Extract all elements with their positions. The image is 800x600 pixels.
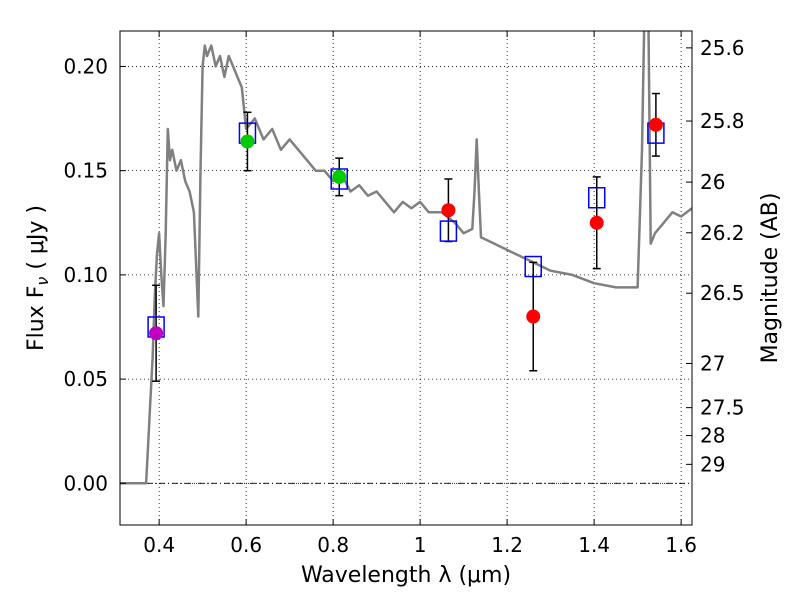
- mag-tick-label: 25.8: [700, 109, 745, 133]
- x-axis-label: Wavelength λ (μm): [301, 563, 511, 588]
- observed-point: [240, 134, 255, 149]
- x-tick-label: 1: [414, 533, 427, 557]
- mag-tick-label: 26.2: [700, 221, 745, 245]
- observed-point: [441, 203, 456, 218]
- errorbar-layer: [152, 92, 660, 382]
- y-tick-label: 0.20: [63, 54, 108, 78]
- model-band-square: [439, 220, 458, 242]
- y-tick-label: 0.10: [63, 263, 108, 287]
- x-tick-label: 0.4: [143, 533, 175, 557]
- grid-layer: [120, 31, 692, 525]
- y-tick-label: 0.00: [63, 471, 108, 495]
- tick-layer: 0.4 0.6 0.8 1 1.2 1.4 1.6 0.00 0.05 0.10 0.15 0.20 2…: [63, 31, 745, 557]
- y-axis-label-units: ( μJy ): [24, 205, 49, 277]
- y-tick-label: 0.15: [63, 159, 108, 183]
- model-band-square: [587, 187, 606, 209]
- observed-point: [648, 117, 663, 132]
- plot-frame: [119, 30, 693, 526]
- x-tick-label: 1.6: [665, 533, 697, 557]
- model-band-square: [524, 255, 542, 278]
- mag-tick-label: 27: [700, 351, 725, 375]
- model-band-flux-layer: [147, 122, 665, 338]
- x-tick-label: 0.6: [230, 533, 262, 557]
- mag-tick-label: 25.6: [700, 36, 745, 60]
- mag-tick-label: 26: [700, 170, 725, 194]
- observed-point: [149, 326, 164, 341]
- observed-point: [332, 169, 347, 184]
- mag-tick-label: 27.5: [700, 396, 745, 420]
- mag-tick-label: 29: [700, 452, 725, 476]
- x-tick-label: 1.4: [578, 533, 610, 557]
- model-spectrum-layer: [120, 31, 692, 485]
- observed-point: [526, 309, 541, 324]
- observed-point: [589, 215, 604, 230]
- right-y-axis-label: Magnitude (AB): [758, 193, 783, 364]
- y-axis-label-main: Flux F: [24, 286, 49, 351]
- model-band-square: [330, 168, 348, 190]
- observed-flux-layer: [149, 117, 663, 341]
- y-tick-label: 0.05: [63, 367, 108, 391]
- mag-tick-label: 26.5: [700, 281, 745, 305]
- x-tick-label: 0.8: [317, 533, 349, 557]
- y-axis-label-sub: ν: [33, 277, 52, 286]
- y-axis-label: Flux Fν ( μJy ): [24, 205, 52, 351]
- model-spectrum-line: [120, 31, 692, 485]
- mag-tick-label: 28: [700, 424, 725, 448]
- x-tick-label: 1.2: [491, 533, 523, 557]
